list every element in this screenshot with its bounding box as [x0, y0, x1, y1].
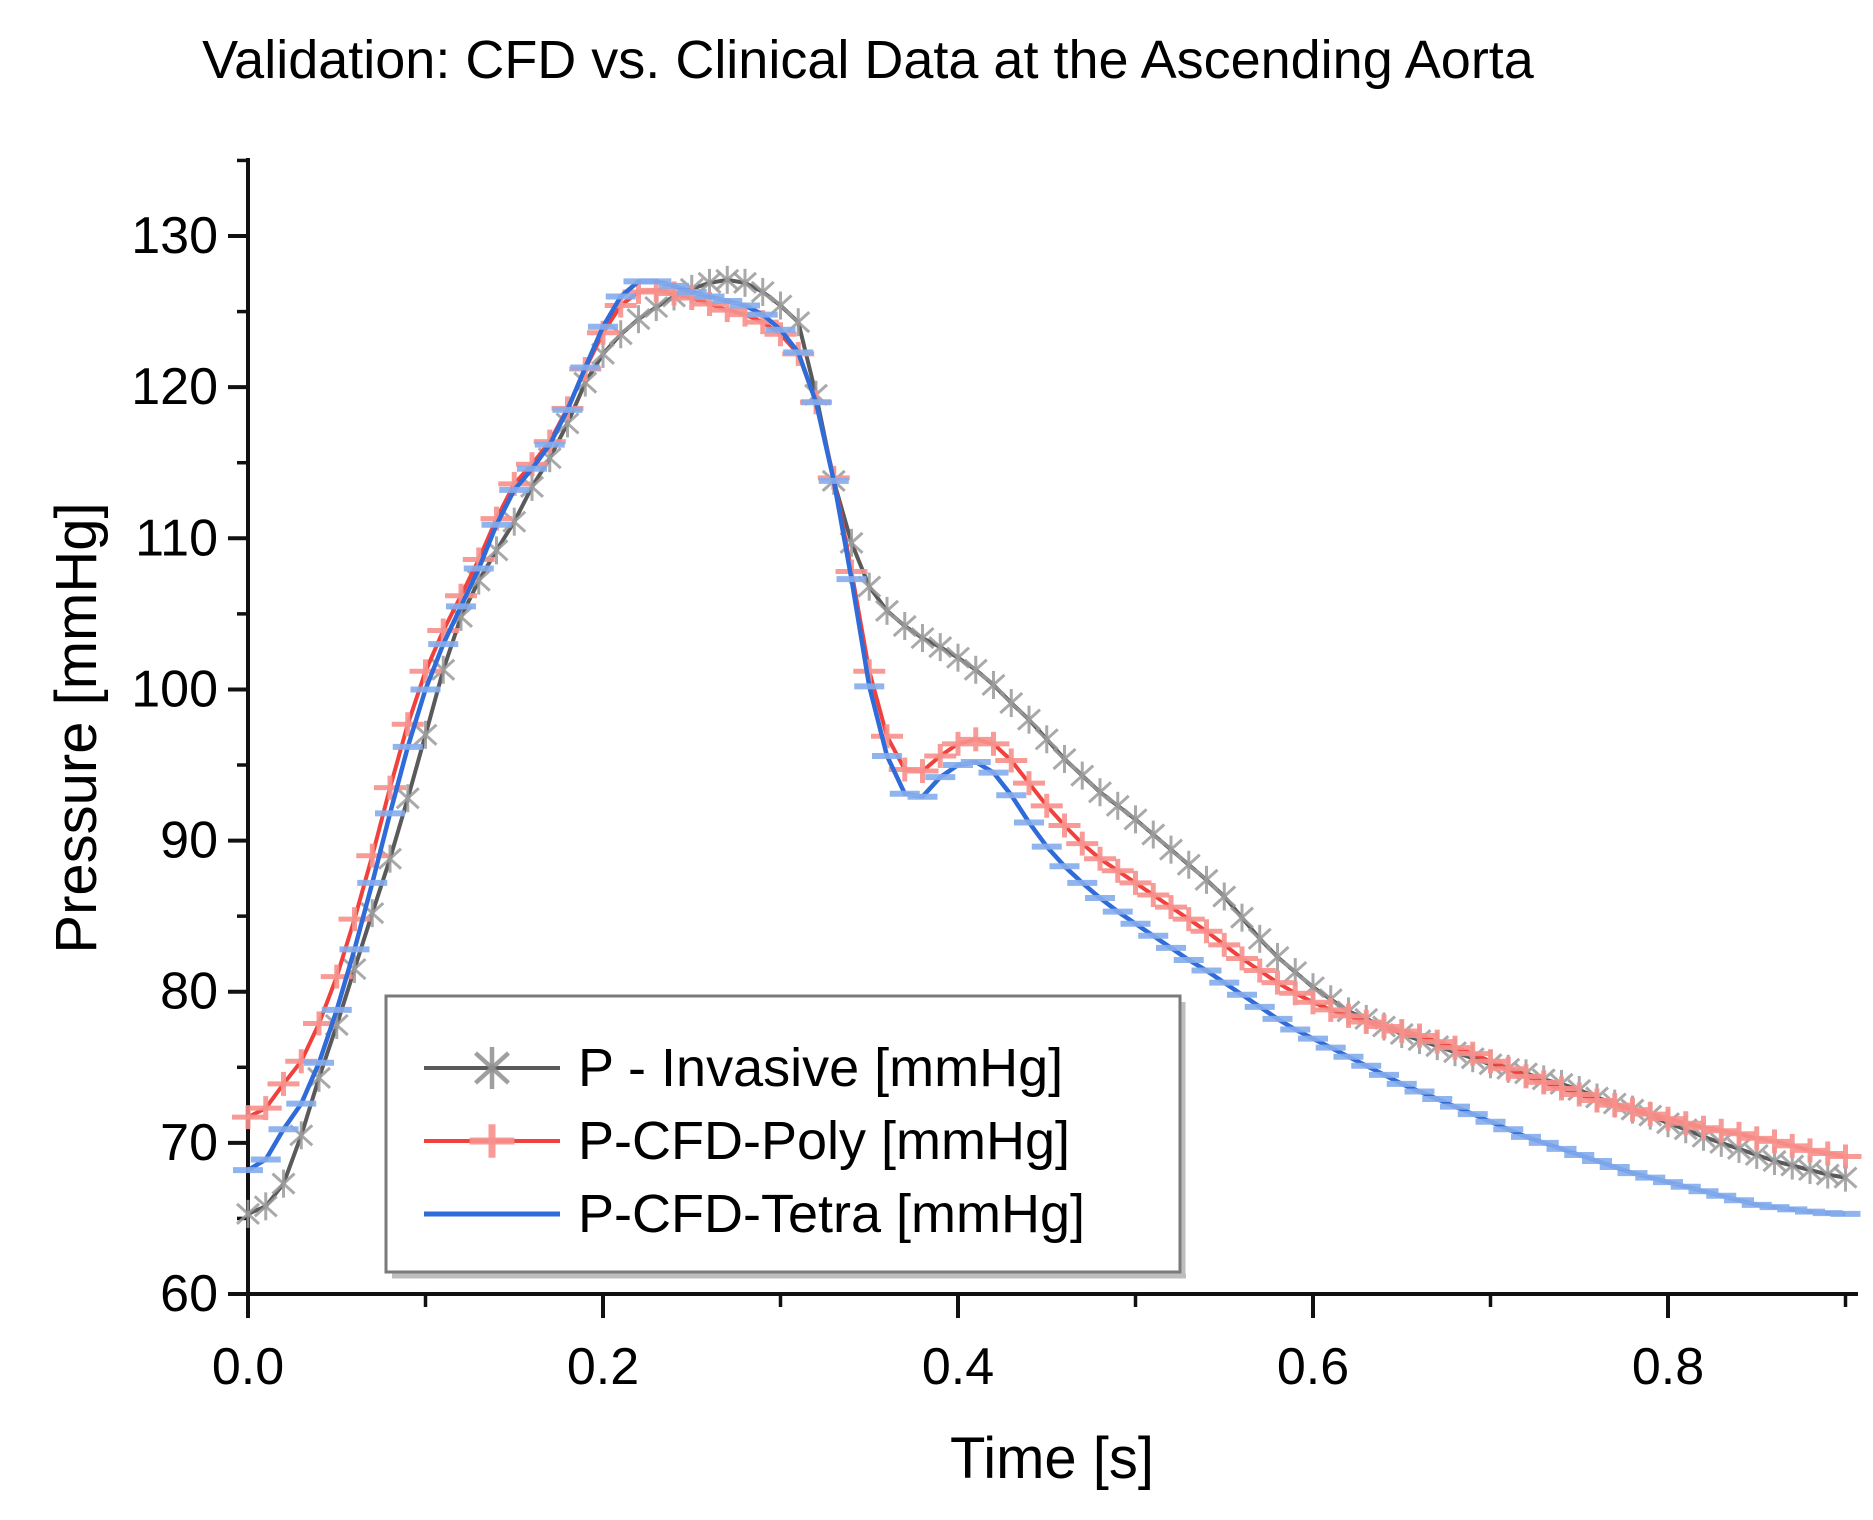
y-tick-label: 90: [160, 812, 218, 870]
x-tick-label: 0.2: [567, 1338, 639, 1396]
x-tick-label: 0.8: [1632, 1338, 1704, 1396]
chart-title: Validation: CFD vs. Clinical Data at the…: [202, 30, 1535, 90]
legend-item-cfd-tetra: P-CFD-Tetra [mmHg]: [424, 1184, 1085, 1244]
legend-item-invasive: P - Invasive [mmHg]: [424, 1038, 1063, 1098]
y-tick-label: 80: [160, 963, 218, 1021]
y-tick-label: 60: [160, 1265, 218, 1323]
y-tick-label: 130: [131, 207, 218, 265]
y-tick-label: 110: [135, 509, 218, 567]
x-axis-title: Time [s]: [950, 1426, 1154, 1491]
legend-item-label: P-CFD-Poly [mmHg]: [578, 1111, 1070, 1171]
legend-item-cfd-poly: P-CFD-Poly [mmHg]: [424, 1111, 1070, 1171]
y-tick-label: 100: [131, 660, 218, 718]
series-cfd-tetra: [233, 278, 1861, 1217]
y-tick-label: 70: [160, 1114, 218, 1172]
plot-area: 60 70 80 90 100 110 120 130 0.0 0.2 0.4 0.6 0.8: [131, 158, 1862, 1396]
series-markers: [233, 278, 1861, 1217]
y-tick-label: 120: [131, 358, 218, 416]
legend-box: [384, 994, 1182, 1274]
x-tick-label: 0.4: [922, 1338, 994, 1396]
legend: P - Invasive [mmHg] P-CFD-Poly [mmHg] P-CF…: [384, 994, 1186, 1279]
x-tick-label: 0.0: [212, 1338, 284, 1396]
y-axis-title: Pressure [mmHg]: [44, 502, 109, 953]
legend-item-label: P-CFD-Tetra [mmHg]: [578, 1184, 1085, 1244]
x-tick-label: 0.6: [1277, 1338, 1349, 1396]
legend-item-label: P - Invasive [mmHg]: [578, 1038, 1063, 1098]
